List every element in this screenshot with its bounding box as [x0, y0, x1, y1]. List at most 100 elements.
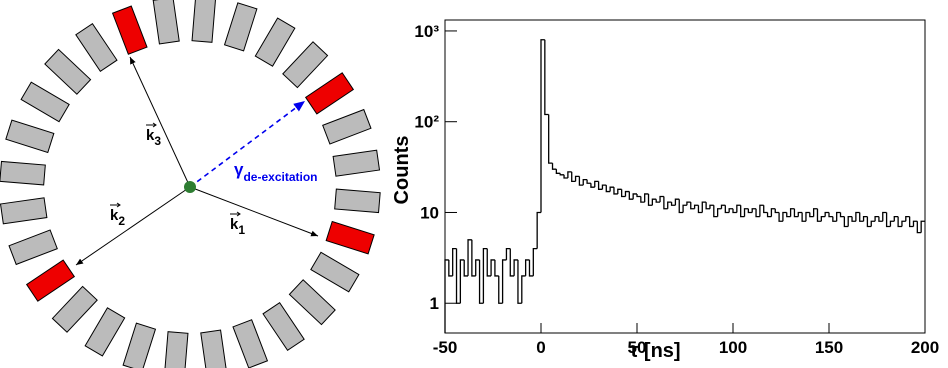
histogram-bin — [847, 215, 853, 227]
histogram-bin — [690, 202, 695, 210]
histogram-bin — [640, 196, 645, 203]
histogram-bin — [471, 239, 476, 277]
histogram-bin — [524, 259, 530, 276]
histogram-bin — [571, 171, 576, 183]
histogram-bin — [532, 247, 538, 276]
y-tick-label: 10² — [414, 113, 439, 132]
detector — [288, 279, 336, 326]
histogram-bin — [705, 202, 710, 210]
histogram-bin — [824, 211, 829, 217]
histogram-bin — [820, 215, 826, 222]
histogram-bin — [467, 239, 472, 276]
histogram-bin — [536, 211, 541, 249]
detector — [84, 307, 126, 357]
histogram-bin — [663, 196, 668, 210]
histogram-bin — [759, 204, 764, 217]
histogram-bin — [885, 212, 891, 228]
histogram-bin — [528, 259, 534, 277]
histogram-bin — [908, 216, 914, 228]
detector — [282, 41, 329, 89]
histogram-bin — [859, 212, 864, 222]
histogram-bin — [782, 211, 787, 222]
histogram-bin — [866, 216, 872, 228]
histogram-bin — [709, 204, 714, 209]
x-tick-label: 100 — [719, 338, 747, 357]
histogram-bin — [505, 247, 511, 260]
histogram-bin — [548, 114, 553, 164]
histogram-bin — [459, 259, 465, 304]
chart: τ [ns] Counts -50 0 50 100 150 200 1 10 10² 10³ — [391, 19, 939, 362]
histogram-bin — [912, 220, 918, 227]
x-tick-label: 50 — [628, 338, 647, 357]
histogram-bin — [574, 175, 580, 182]
detector — [310, 251, 360, 293]
histogram-bin — [517, 259, 522, 304]
histogram-bin — [636, 193, 641, 198]
x-tick-label: 200 — [911, 338, 939, 357]
detector — [5, 119, 55, 154]
histogram-bin — [855, 211, 860, 222]
index: 2 — [118, 214, 125, 228]
histogram-bin — [647, 193, 653, 206]
histogram-bin — [498, 275, 503, 304]
histogram-bin — [747, 208, 753, 214]
histogram-bin — [594, 180, 599, 188]
histogram-bin — [809, 212, 814, 218]
histogram-bin — [920, 220, 925, 233]
index: 3 — [154, 134, 161, 148]
symbol: k — [146, 127, 155, 144]
histogram-bin — [559, 173, 565, 176]
detector-hit — [111, 5, 148, 55]
histogram-bin — [882, 211, 887, 222]
histogram-bin — [667, 201, 672, 209]
histogram-bin — [770, 208, 776, 217]
histogram-bin — [590, 183, 595, 188]
detector — [20, 81, 70, 123]
source — [184, 181, 196, 193]
histogram-bin — [632, 193, 637, 200]
histogram-bin — [448, 259, 453, 277]
detector-hit — [325, 220, 375, 255]
histogram-bin — [501, 259, 507, 304]
histogram-bin — [743, 208, 749, 217]
gamma-label: γde-excitation — [234, 160, 317, 184]
histogram-bin — [843, 216, 849, 228]
detector — [200, 329, 228, 368]
histogram-bin — [613, 187, 618, 195]
detector-hit — [25, 259, 76, 302]
histogram-bin — [816, 208, 822, 222]
histogram-bin — [740, 205, 745, 218]
y-axis-label: Counts — [391, 136, 413, 205]
histogram-bin — [697, 205, 703, 214]
histogram-bin — [670, 202, 676, 206]
histogram-bin — [482, 247, 488, 304]
detector — [262, 301, 305, 352]
histogram-bin — [716, 208, 722, 217]
histogram-bin — [567, 171, 572, 178]
histogram-bin — [651, 198, 657, 206]
detector — [254, 17, 296, 67]
histogram-bin — [878, 216, 883, 222]
detector — [44, 48, 92, 95]
histogram-bin — [862, 215, 868, 222]
y-tick-label: 10 — [420, 203, 439, 222]
histogram-bin — [713, 205, 718, 218]
histogram-bin — [724, 205, 730, 214]
histogram-bin — [521, 275, 526, 304]
detector — [0, 197, 48, 225]
histogram-bin — [797, 211, 803, 217]
arrow-k2 — [75, 186, 191, 266]
histogram-bin — [789, 208, 795, 217]
detector-hit — [304, 72, 355, 115]
detector — [75, 22, 118, 73]
x-tick-label: 0 — [536, 338, 545, 357]
detector — [332, 149, 381, 177]
histogram-bin — [551, 163, 557, 170]
histogram-bin — [736, 204, 741, 213]
histogram-bin — [628, 191, 634, 200]
histogram-bin — [682, 204, 687, 213]
x-tick-label: 150 — [815, 338, 843, 357]
detector — [223, 2, 258, 52]
histogram-bin — [893, 215, 899, 222]
